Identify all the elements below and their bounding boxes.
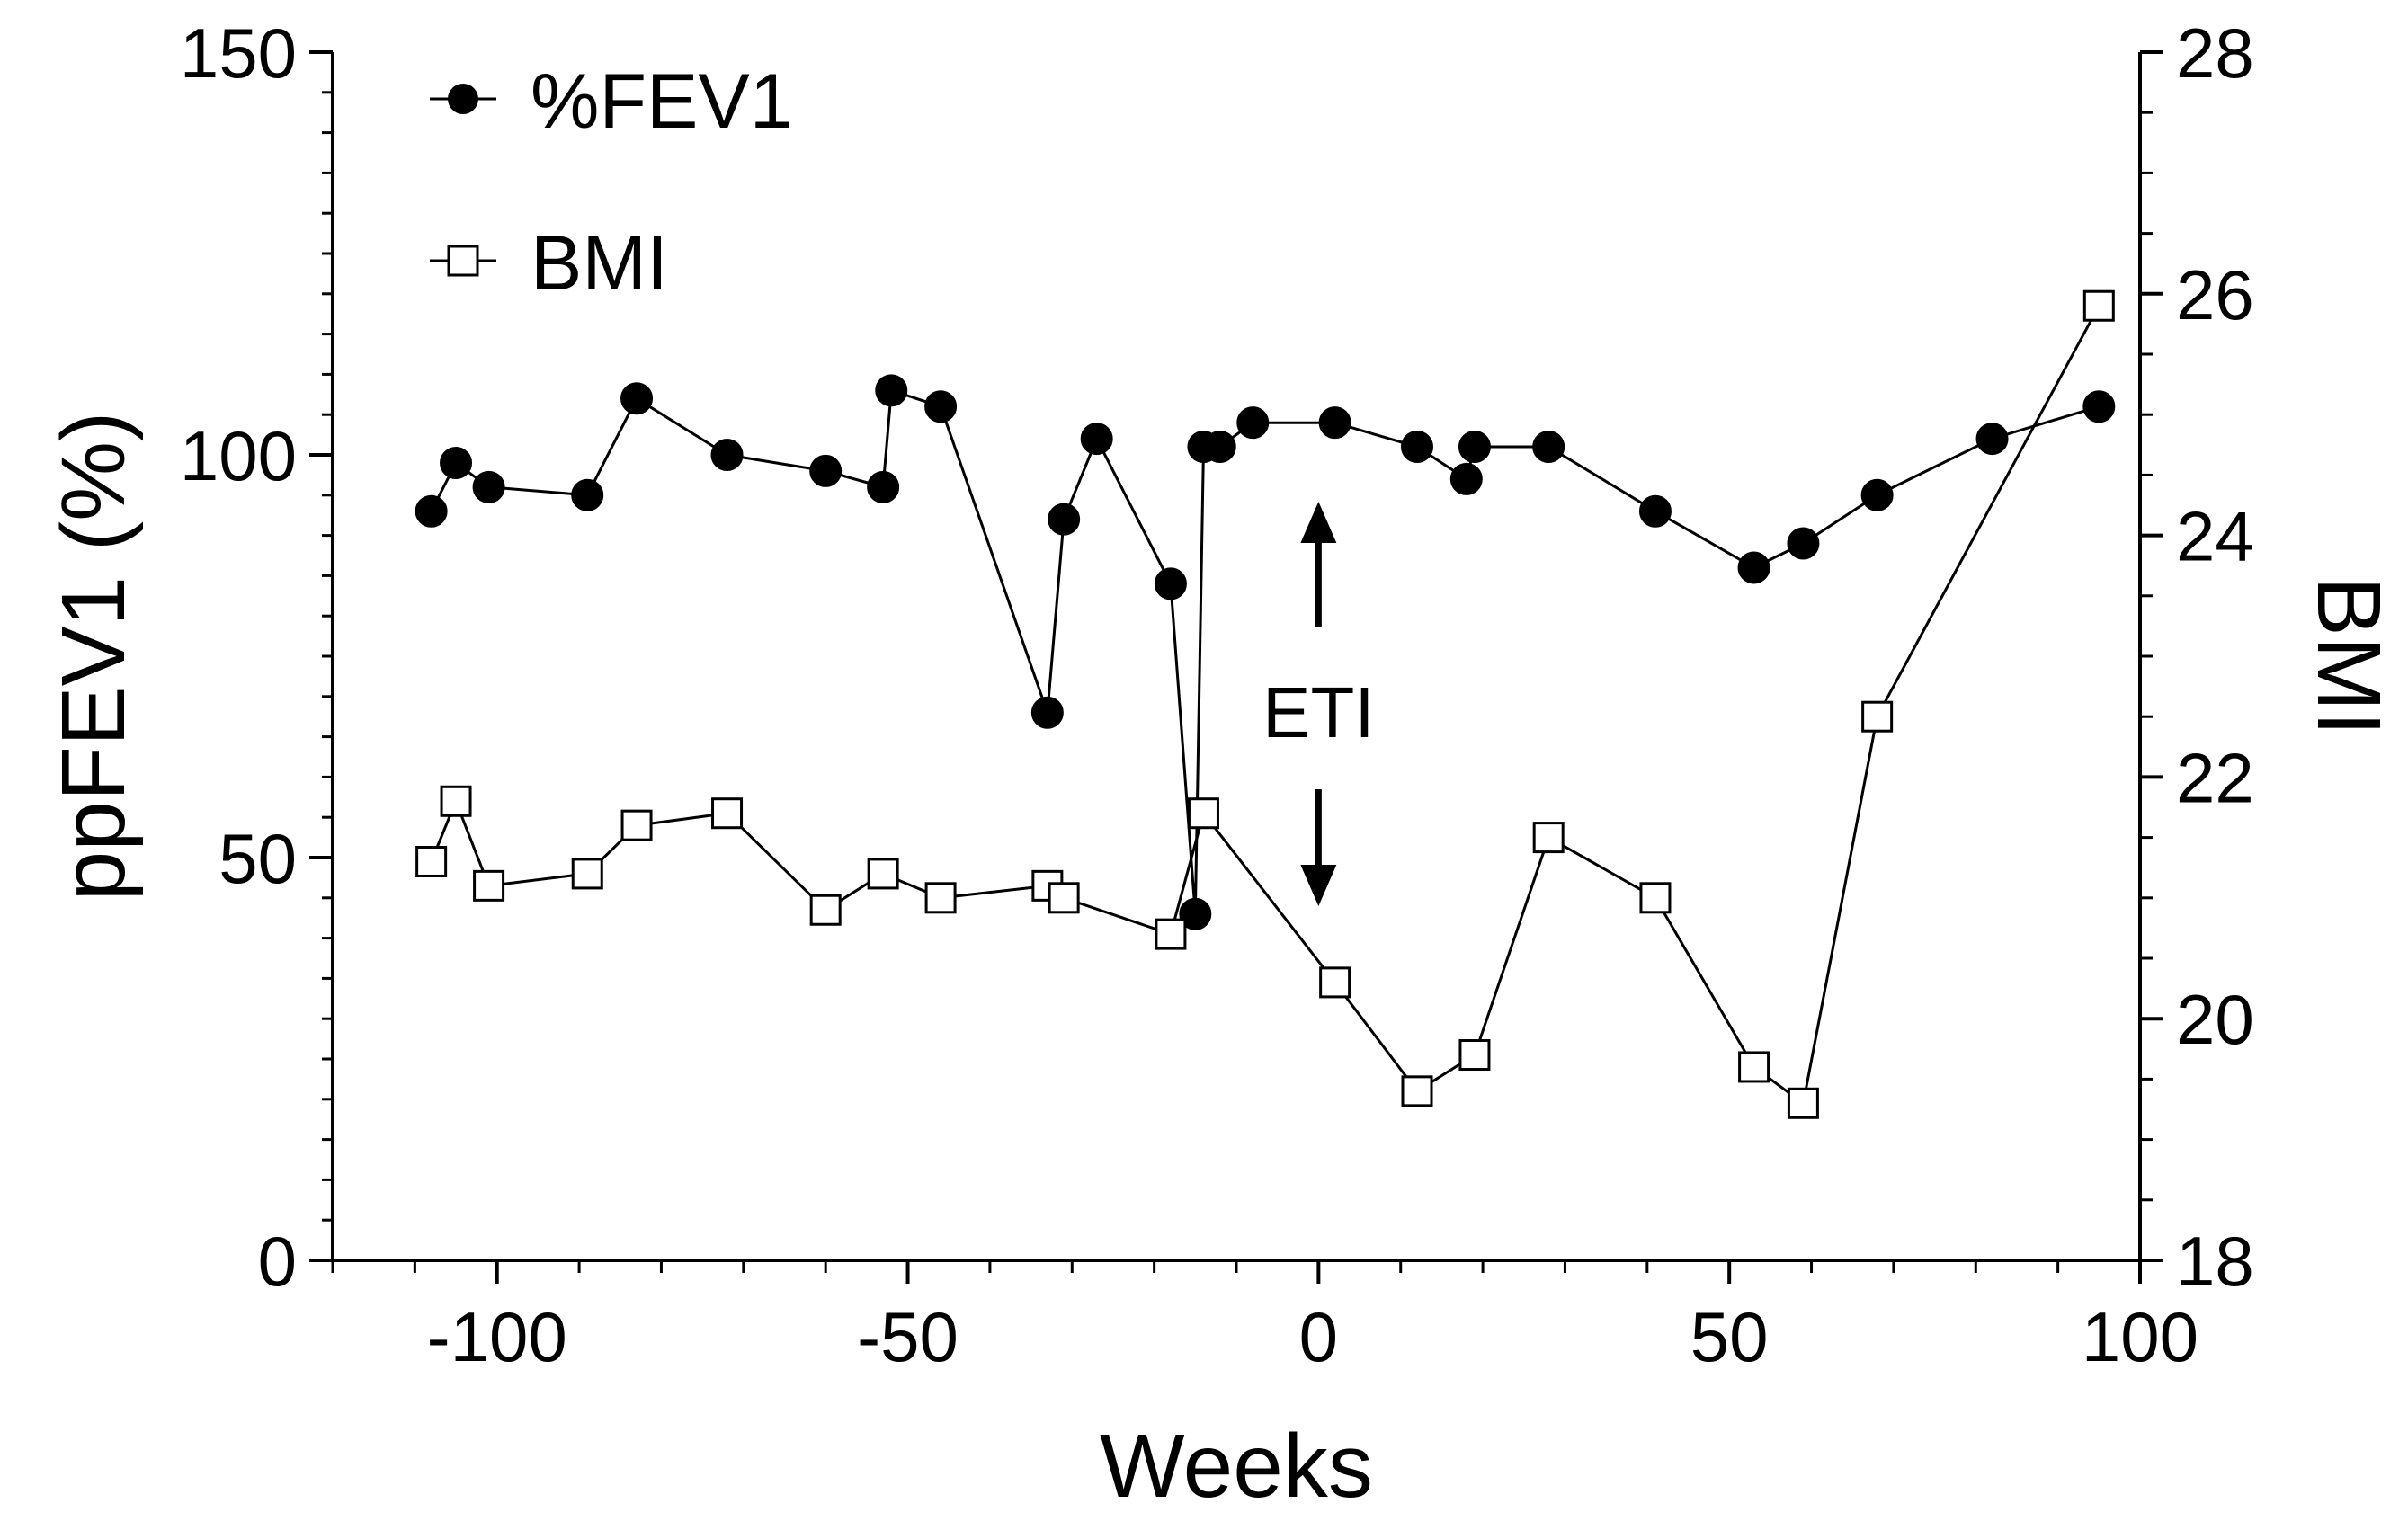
y2-tick-label: 28 xyxy=(2176,13,2254,93)
data-point xyxy=(415,494,448,528)
data-point xyxy=(867,858,899,890)
data-point xyxy=(473,869,505,902)
y2-tick-label: 20 xyxy=(2176,980,2254,1059)
data-point xyxy=(1401,431,1433,464)
data-point xyxy=(620,382,654,415)
data-point xyxy=(440,785,472,817)
axes: -100 -50 0 50 100 0 50 100 150 18 20 22 24 26 28 xyxy=(180,13,2254,1376)
data-point xyxy=(1154,567,1187,600)
data-point xyxy=(924,882,957,914)
data-point xyxy=(1030,696,1064,729)
x-tick-label: 100 xyxy=(2082,1297,2198,1376)
data-point xyxy=(1080,423,1113,456)
annotation-label: ETI xyxy=(1262,672,1374,752)
data-point xyxy=(1639,882,1672,914)
arrow-down-head xyxy=(1300,865,1337,906)
data-point xyxy=(1860,478,1894,511)
series--fev1 xyxy=(415,374,2116,930)
data-point xyxy=(1787,1087,1819,1119)
legend: %FEV1 BMI xyxy=(430,58,793,307)
data-point xyxy=(1048,882,1080,914)
legend-item: %FEV1 xyxy=(430,58,793,145)
series-line xyxy=(430,388,2100,914)
data-point xyxy=(924,390,958,423)
data-point xyxy=(2082,390,2116,423)
y-tick-label: 150 xyxy=(180,13,297,93)
data-point xyxy=(1187,797,1219,830)
data-point xyxy=(1155,918,1187,950)
series-line xyxy=(430,305,2100,1106)
legend-label: BMI xyxy=(531,220,668,307)
data-point xyxy=(867,470,900,503)
data-point xyxy=(571,478,604,511)
data-point xyxy=(1737,551,1770,584)
y2-tick-label: 18 xyxy=(2176,1222,2254,1301)
data-point xyxy=(1449,462,1483,495)
data-point xyxy=(620,809,653,841)
data-point xyxy=(2082,289,2115,322)
legend-label: %FEV1 xyxy=(531,58,793,145)
series-bmi xyxy=(415,289,2115,1119)
data-point xyxy=(1236,406,1270,440)
y-tick-label: 50 xyxy=(219,819,297,898)
data-point xyxy=(1787,527,1820,560)
data-point xyxy=(809,894,842,926)
data-point xyxy=(711,797,744,830)
data-point xyxy=(1638,494,1672,528)
x-tick-label: -50 xyxy=(857,1297,959,1376)
y-axis-title: ppFEV1 (%) xyxy=(43,412,144,902)
annotation-eti: ETI xyxy=(1262,502,1375,906)
data-point xyxy=(1532,822,1565,854)
x-tick-label: 0 xyxy=(1299,1297,1338,1376)
y2-tick-label: 24 xyxy=(2176,497,2254,576)
data-point xyxy=(1319,966,1351,999)
y2-tick-label: 26 xyxy=(2176,255,2254,334)
data-point xyxy=(440,446,473,479)
data-point xyxy=(415,845,448,877)
x-tick-label: -100 xyxy=(427,1297,567,1376)
data-point xyxy=(1203,431,1236,464)
data-point xyxy=(1179,897,1212,930)
legend-marker xyxy=(448,84,478,114)
x-axis-title: Weeks xyxy=(1100,1416,1373,1517)
y2-axis-title: BMI xyxy=(2298,576,2399,736)
data-point xyxy=(1532,431,1565,464)
y2-tick-label: 22 xyxy=(2176,738,2254,817)
y-tick-label: 0 xyxy=(258,1222,297,1301)
data-point xyxy=(571,858,603,890)
data-point xyxy=(809,454,843,487)
data-point xyxy=(472,470,505,503)
data-point xyxy=(1458,1039,1491,1072)
legend-item: BMI xyxy=(430,220,668,307)
data-point xyxy=(1318,406,1351,440)
data-point xyxy=(710,439,744,471)
legend-marker xyxy=(447,245,479,277)
x-tick-label: 50 xyxy=(1690,1297,1769,1376)
y-tick-label: 100 xyxy=(180,416,297,495)
data-point xyxy=(1861,700,1894,733)
data-point xyxy=(1458,431,1491,464)
data-point xyxy=(1738,1051,1770,1083)
data-point xyxy=(1975,423,2009,456)
data-point xyxy=(1401,1075,1433,1107)
data-point xyxy=(875,374,908,407)
arrow-up-head xyxy=(1300,502,1337,543)
data-point xyxy=(1048,503,1081,536)
series-layer xyxy=(415,289,2116,1119)
